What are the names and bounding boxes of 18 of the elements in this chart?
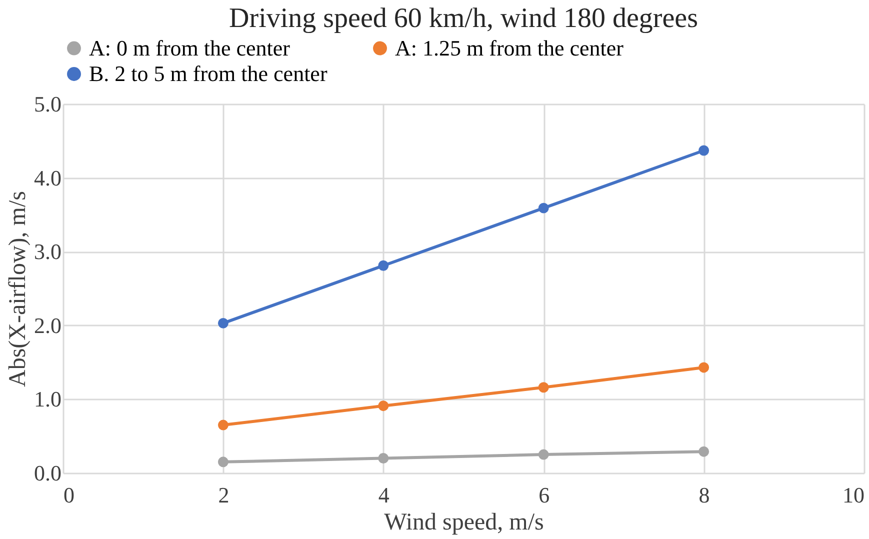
y-axis-title: Abs(X-airflow), m/s	[5, 191, 31, 387]
chart-title: Driving speed 60 km/h, wind 180 degrees	[229, 3, 698, 34]
x-tick-label: 0	[64, 482, 74, 508]
y-tick-label: 2.0	[34, 312, 62, 338]
x-tick-label: 8	[698, 482, 710, 508]
y-tick-label: 0.0	[34, 460, 62, 486]
legend-label: A: 1.25 m from the center	[395, 35, 624, 60]
legend-label: B. 2 to 5 m from the center	[89, 61, 328, 86]
x-tick-label: 10	[842, 482, 864, 508]
x-tick-label: 4	[378, 482, 390, 508]
x-tick-label: 6	[538, 482, 550, 508]
y-tick-label: 1.0	[34, 386, 62, 412]
y-tick-label: 3.0	[34, 239, 62, 264]
x-tick-label: 2	[218, 482, 230, 508]
legend-label: A: 0 m from the center	[89, 35, 291, 60]
y-tick-label: 4.0	[34, 165, 62, 190]
x-axis-title: Wind speed, m/s	[384, 510, 544, 536]
y-tick-label: 5.0	[34, 92, 62, 116]
